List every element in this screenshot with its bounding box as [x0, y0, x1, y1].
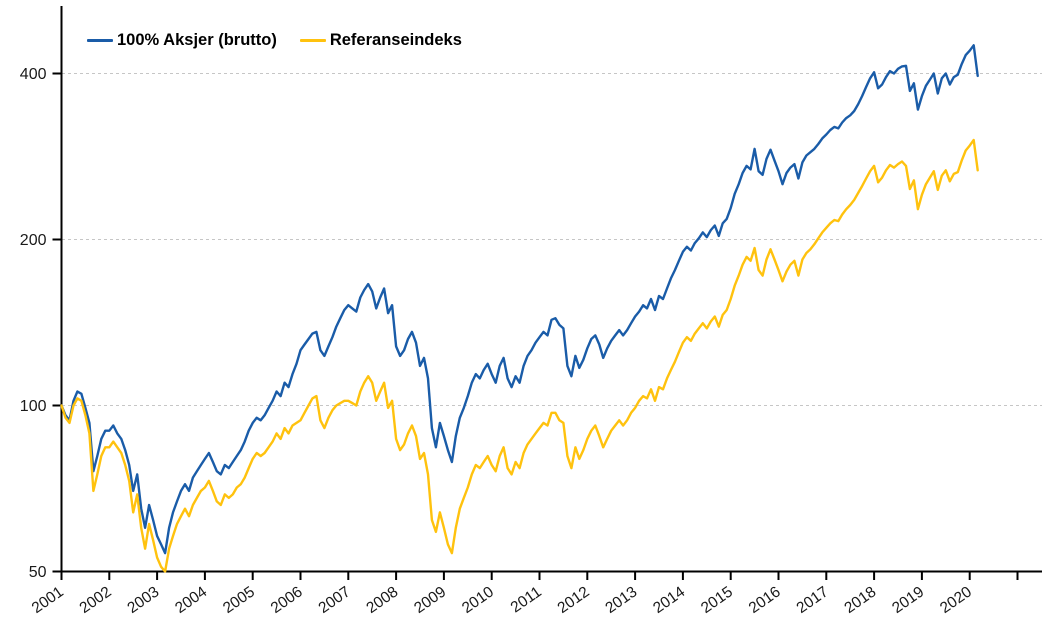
x-tick-label-2014: 2014 — [650, 583, 688, 617]
x-tick-label-2015: 2015 — [698, 583, 736, 617]
x-tick-label-2020: 2020 — [937, 583, 975, 617]
x-tick-label-2001: 2001 — [29, 583, 67, 617]
y-tick-label-100: 100 — [20, 398, 47, 415]
x-tick-label-2005: 2005 — [220, 583, 258, 617]
chart-legend: 100% Aksjer (brutto) Referanseindeks — [87, 31, 462, 50]
x-tick-label-2002: 2002 — [77, 583, 115, 617]
x-tick-label-2007: 2007 — [316, 583, 354, 617]
referanseindeks-line-swatch — [299, 38, 326, 43]
x-tick-label-2013: 2013 — [602, 583, 640, 617]
x-tick-label-2011: 2011 — [508, 583, 545, 616]
x-tick-label-2012: 2012 — [555, 583, 593, 617]
x-tick-label-2004: 2004 — [172, 583, 210, 617]
aksjer-line-swatch — [87, 38, 113, 43]
series-aksjer-line — [60, 44, 979, 555]
y-tick-label-400: 400 — [20, 66, 47, 83]
x-tick-label-2008: 2008 — [363, 583, 401, 617]
y-tick-label-50: 50 — [29, 564, 47, 581]
legend-label-referanseindeks: Referanseindeks — [329, 31, 462, 49]
x-tick-label-2017: 2017 — [794, 583, 832, 617]
x-tick-label-2019: 2019 — [889, 583, 927, 617]
x-tick-label-2003: 2003 — [124, 583, 162, 617]
legend-item-aksjer: 100% Aksjer (brutto) — [87, 31, 277, 50]
series-referanseindeks-line — [60, 138, 979, 573]
legend-label-aksjer: 100% Aksjer (brutto) — [117, 31, 277, 49]
y-tick-label-200: 200 — [20, 232, 47, 249]
x-tick-label-2018: 2018 — [841, 583, 879, 617]
x-tick-label-2006: 2006 — [268, 583, 306, 617]
legend-item-referanseindeks: Referanseindeks — [299, 31, 462, 50]
x-tick-label-2009: 2009 — [411, 583, 449, 617]
x-tick-label-2010: 2010 — [459, 583, 497, 617]
x-tick-label-2016: 2016 — [746, 583, 784, 617]
